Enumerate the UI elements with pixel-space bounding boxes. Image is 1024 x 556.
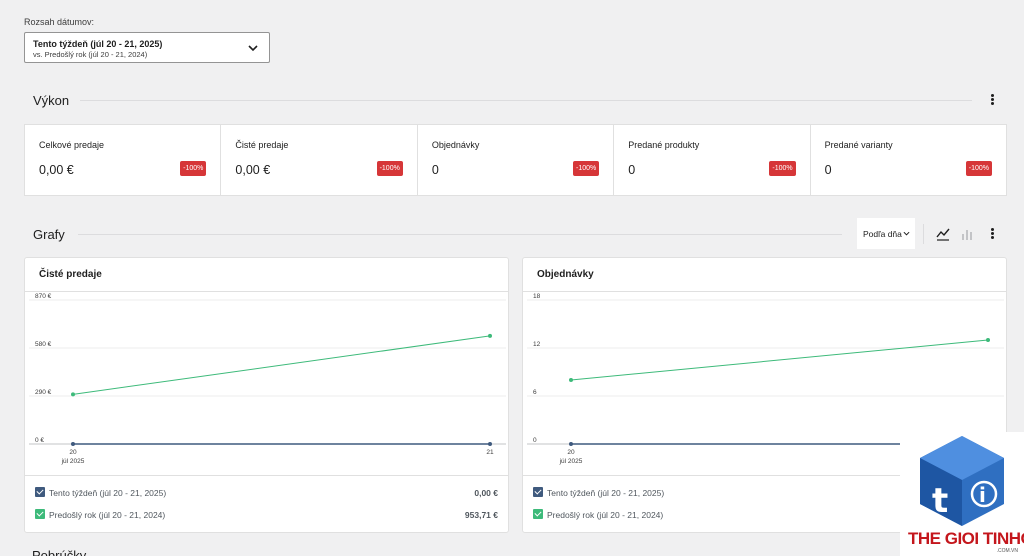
x-tick-label: 21: [486, 449, 494, 456]
perf-delta-badge: -100%: [965, 161, 993, 176]
brand-logo: t i THE GIOI TINHOC .COM.VN: [900, 432, 1024, 556]
data-point-current: [569, 442, 573, 446]
perf-label: Celkové predaje: [39, 140, 105, 150]
perf-value: 0: [431, 163, 439, 177]
section-divider: [80, 100, 972, 101]
checkbox-icon[interactable]: [35, 509, 45, 519]
chart-card-net-sales: Čisté predaje 870 € 580 € 290 € 0 € 20 júl 20…: [24, 257, 509, 533]
x-tick-sublabel: júl 2025: [61, 458, 85, 465]
perf-label: Predané varianty: [824, 140, 893, 150]
perf-delta-badge: -100%: [572, 161, 600, 176]
y-tick-label: 12: [533, 341, 541, 348]
performance-title: Výkon: [33, 93, 70, 108]
legend-label: Predošlý rok (júl 20 - 21, 2024): [49, 510, 166, 520]
performance-cards: Celkové predaje 0,00 € -100% Čisté preda…: [24, 124, 1007, 196]
line-chart-icon[interactable]: [936, 227, 950, 241]
y-tick-label: 6: [533, 389, 537, 396]
series-line-previous: [570, 339, 989, 381]
data-point-previous: [569, 378, 573, 382]
perf-card-orders[interactable]: Objednávky 0 -100%: [418, 125, 615, 195]
checkbox-icon[interactable]: [533, 509, 543, 519]
chart-title: Objednávky: [523, 258, 1006, 292]
y-tick-label: 18: [533, 293, 541, 300]
interval-select[interactable]: Podľa dňa: [857, 218, 915, 249]
legend-item-previous[interactable]: Predošlý rok (júl 20 - 21, 2024) 953,71 …: [25, 507, 508, 529]
perf-label: Predané produkty: [628, 140, 700, 150]
perf-card-net-sales[interactable]: Čisté predaje 0,00 € -100%: [221, 125, 418, 195]
data-point-previous: [488, 333, 492, 338]
perf-value: 0,00 €: [235, 163, 271, 177]
legend-item-current[interactable]: Tento týždeň (júl 20 - 21, 2025): [523, 485, 1006, 507]
perf-value: 0: [628, 163, 636, 177]
svg-text:i: i: [979, 483, 986, 507]
charts-menu-icon[interactable]: [984, 227, 1000, 243]
checkbox-icon[interactable]: [35, 487, 45, 497]
data-point-previous: [71, 392, 75, 397]
x-tick-label: 20: [567, 449, 575, 456]
performance-menu-icon[interactable]: [984, 93, 1000, 109]
date-range-label: Rozsah dátumov:: [24, 17, 95, 27]
next-section-title: Pobrúčky: [32, 548, 87, 556]
series-line-previous: [72, 335, 491, 395]
perf-value: 0,00 €: [39, 163, 74, 177]
perf-card-products-sold[interactable]: Predané produkty 0 -100%: [614, 125, 811, 195]
legend-label: Tento týždeň (júl 20 - 21, 2025): [547, 488, 665, 498]
date-range-primary: Tento týždeň (júl 20 - 21, 2025): [33, 39, 163, 49]
checkbox-icon[interactable]: [533, 487, 543, 497]
y-tick-label: 580 €: [35, 341, 52, 348]
cube-logo-icon: t i: [920, 436, 1004, 526]
chevron-down-icon: [903, 231, 910, 236]
net-sales-chart[interactable]: 870 € 580 € 290 € 0 € 20 júl 2025 21: [25, 292, 509, 475]
perf-delta-badge: -100%: [376, 161, 403, 176]
data-point-previous: [986, 338, 990, 342]
perf-label: Objednávky: [431, 140, 480, 150]
svg-text:t: t: [932, 481, 948, 521]
perf-card-variations-sold[interactable]: Predané varianty 0 -100%: [811, 125, 1006, 195]
charts-title: Grafy: [33, 227, 65, 242]
logo-text: THE GIOI TINHOC: [908, 529, 1024, 548]
legend-label: Tento týždeň (júl 20 - 21, 2025): [49, 488, 167, 498]
perf-delta-badge: -100%: [180, 161, 207, 176]
perf-card-total-sales[interactable]: Celkové predaje 0,00 € -100%: [25, 125, 222, 195]
toolbar-divider: [923, 224, 924, 244]
chart-title: Čisté predaje: [25, 258, 508, 292]
y-tick-label: 290 €: [35, 389, 52, 396]
bar-chart-icon[interactable]: [960, 227, 974, 241]
chart-legend: Tento týždeň (júl 20 - 21, 2025) 0,00 € …: [25, 475, 508, 529]
legend-item-previous[interactable]: Predošlý rok (júl 20 - 21, 2024): [523, 507, 1006, 529]
perf-label: Čisté predaje: [235, 140, 289, 150]
y-tick-label: 0 €: [35, 437, 44, 444]
section-divider: [78, 234, 842, 235]
date-range-secondary: vs. Predošlý rok (júl 20 - 21, 2024): [33, 50, 148, 59]
y-tick-label: 870 €: [35, 293, 52, 300]
y-tick-label: 0: [533, 437, 537, 444]
data-point-current: [71, 442, 75, 446]
x-tick-label: 20: [69, 449, 77, 456]
perf-value: 0: [824, 163, 832, 177]
logo-subtext: .COM.VN: [996, 548, 1018, 554]
interval-value: Podľa dňa: [863, 229, 902, 239]
legend-value: 953,71 €: [464, 510, 498, 520]
chevron-down-icon: [248, 45, 258, 52]
x-tick-sublabel: júl 2025: [559, 458, 583, 465]
data-point-current: [488, 442, 492, 446]
legend-item-current[interactable]: Tento týždeň (júl 20 - 21, 2025) 0,00 €: [25, 485, 508, 507]
legend-value: 0,00 €: [474, 488, 498, 498]
date-range-picker[interactable]: Tento týždeň (júl 20 - 21, 2025) vs. Pre…: [24, 32, 270, 63]
chart-legend: Tento týždeň (júl 20 - 21, 2025) Predošl…: [523, 475, 1006, 529]
perf-delta-badge: -100%: [769, 161, 796, 176]
legend-label: Predošlý rok (júl 20 - 21, 2024): [547, 510, 664, 520]
